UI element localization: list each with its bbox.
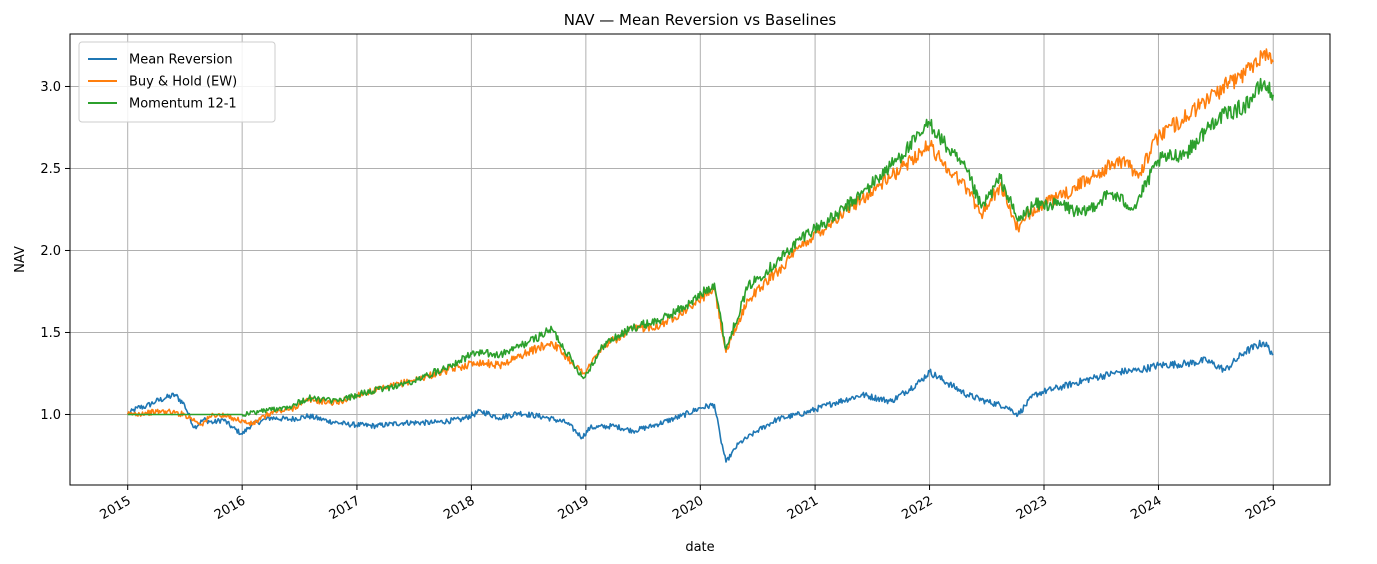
legend-label: Buy & Hold (EW) <box>129 75 237 90</box>
x-axis-label: date <box>685 540 714 555</box>
grid <box>70 34 1330 485</box>
series-lines <box>126 48 1274 463</box>
series-line <box>127 77 1274 418</box>
y-tick-label: 3.0 <box>40 80 61 95</box>
legend-label: Momentum 12-1 <box>129 97 237 112</box>
y-tick-label: 1.0 <box>40 408 61 423</box>
legend: Mean Reversion Buy & Hold (EW) Momentum 12… <box>78 41 276 123</box>
legend-label: Mean Reversion <box>129 53 233 68</box>
series-line <box>127 339 1274 463</box>
chart-title: NAV — Mean Reversion vs Baselines <box>564 11 837 29</box>
legend-items: Mean Reversion Buy & Hold (EW) Momentum 12… <box>88 53 237 112</box>
series-line <box>126 48 1274 427</box>
legend-box <box>78 41 276 123</box>
y-axis-label: NAV <box>13 246 28 273</box>
y-tick-label: 1.5 <box>40 326 61 341</box>
y-tick-label: 2.0 <box>40 244 61 259</box>
y-tick-label: 2.5 <box>40 162 61 177</box>
